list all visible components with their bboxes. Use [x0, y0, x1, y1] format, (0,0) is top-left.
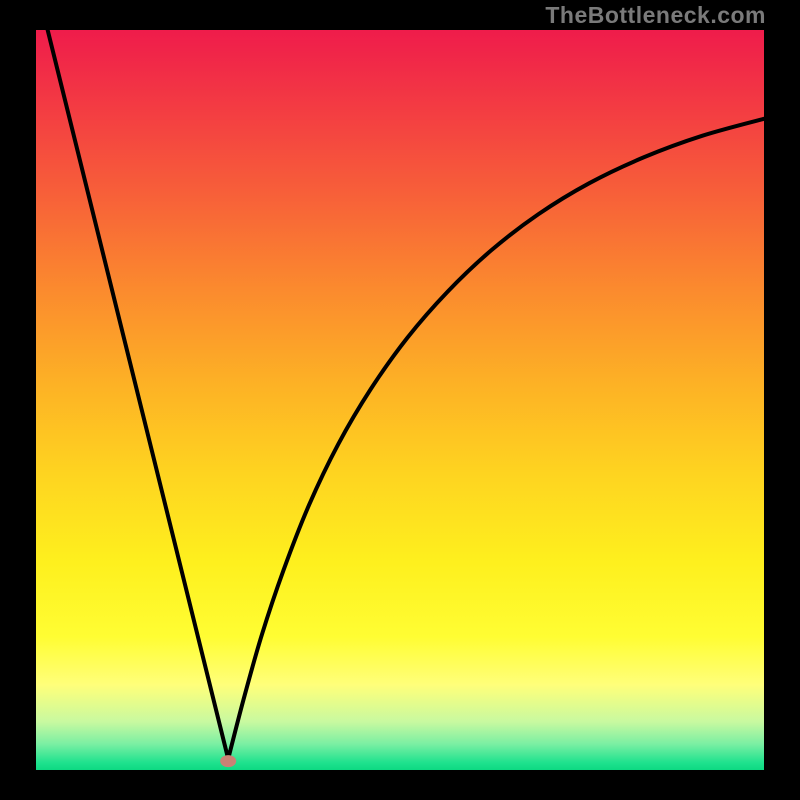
plot-svg	[36, 30, 764, 770]
curve-minimum-marker	[220, 755, 236, 767]
plot-area	[36, 30, 764, 770]
watermark-text: TheBottleneck.com	[545, 2, 766, 29]
gradient-background	[36, 30, 764, 770]
